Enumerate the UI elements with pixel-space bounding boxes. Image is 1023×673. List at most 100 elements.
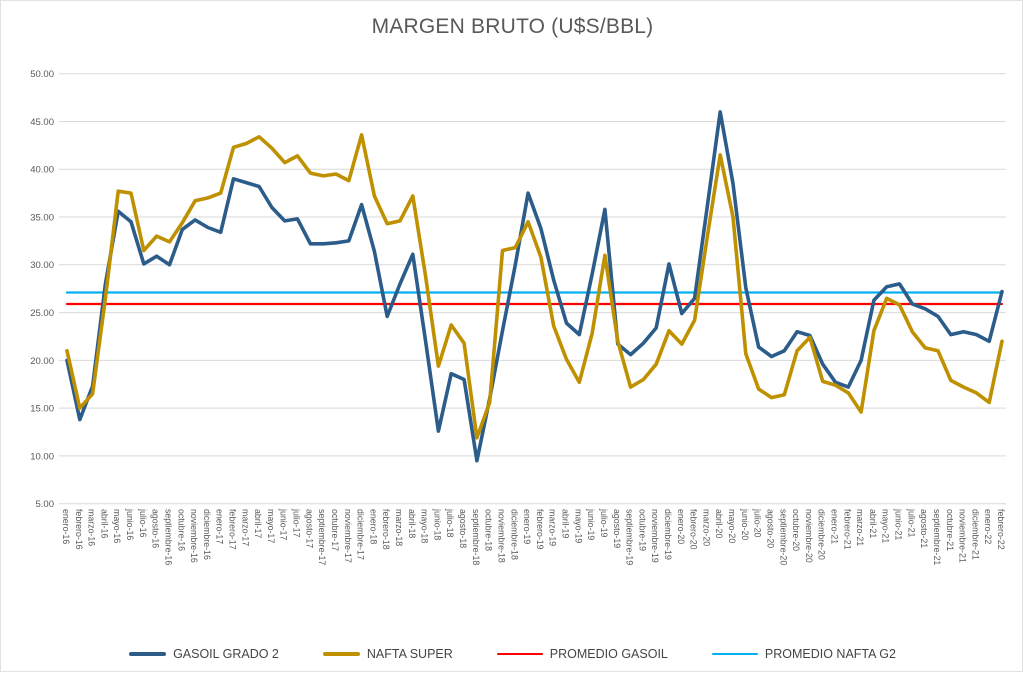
svg-text:agosto-17: agosto-17 bbox=[304, 509, 314, 548]
svg-text:marzo-18: marzo-18 bbox=[394, 509, 404, 546]
svg-text:20.00: 20.00 bbox=[30, 356, 54, 367]
svg-text:marzo-16: marzo-16 bbox=[87, 509, 97, 546]
svg-text:septiembre-16: septiembre-16 bbox=[163, 509, 173, 565]
svg-text:febrero-16: febrero-16 bbox=[74, 509, 84, 550]
svg-text:julio-21: julio-21 bbox=[906, 508, 916, 537]
svg-text:junio-16: junio-16 bbox=[125, 508, 135, 540]
x-axis-tick-labels: enero-16 febrero-16 marzo-16 abril-16 mayo-1… bbox=[61, 508, 1006, 565]
svg-text:enero-21: enero-21 bbox=[829, 509, 839, 544]
legend-item-promedio-gasoil[interactable]: PROMEDIO GASOIL bbox=[496, 647, 668, 661]
legend-item-gasoil-grado-2[interactable]: GASOIL GRADO 2 bbox=[129, 647, 279, 661]
promedio-nafta-g2-line-swatch bbox=[711, 652, 758, 656]
svg-text:marzo-21: marzo-21 bbox=[855, 509, 865, 546]
legend-label: NAFTA SUPER bbox=[366, 647, 453, 661]
svg-text:diciembre-17: diciembre-17 bbox=[356, 509, 366, 560]
svg-text:julio-18: julio-18 bbox=[445, 508, 455, 537]
legend-label: PROMEDIO GASOIL bbox=[549, 647, 668, 661]
svg-text:mayo-19: mayo-19 bbox=[573, 509, 583, 543]
series-line-gasoil-grado-2 bbox=[65, 110, 1004, 463]
svg-text:diciembre-21: diciembre-21 bbox=[970, 509, 980, 560]
svg-text:julio-17: julio-17 bbox=[292, 508, 302, 537]
legend-label: GASOIL GRADO 2 bbox=[173, 647, 279, 661]
svg-text:marzo-20: marzo-20 bbox=[701, 509, 711, 546]
svg-text:octubre-16: octubre-16 bbox=[176, 509, 186, 551]
svg-text:mayo-20: mayo-20 bbox=[727, 509, 737, 543]
svg-text:diciembre-16: diciembre-16 bbox=[202, 509, 212, 560]
svg-text:10.00: 10.00 bbox=[30, 451, 54, 462]
legend-item-nafta-super[interactable]: NAFTA SUPER bbox=[322, 647, 453, 661]
svg-text:25.00: 25.00 bbox=[30, 308, 54, 319]
legend: GASOIL GRADO 2 NAFTA SUPER PROMEDIO GASO… bbox=[1, 647, 1023, 661]
svg-text:septiembre-21: septiembre-21 bbox=[932, 509, 942, 565]
svg-text:septiembre-17: septiembre-17 bbox=[317, 509, 327, 565]
svg-text:enero-17: enero-17 bbox=[215, 509, 225, 544]
svg-text:junio-21: junio-21 bbox=[894, 508, 904, 540]
svg-text:5.00: 5.00 bbox=[36, 499, 55, 510]
svg-text:30.00: 30.00 bbox=[30, 260, 54, 271]
svg-text:febrero-21: febrero-21 bbox=[842, 509, 852, 550]
svg-text:50.00: 50.00 bbox=[30, 69, 54, 80]
svg-text:marzo-19: marzo-19 bbox=[548, 509, 558, 546]
svg-text:mayo-21: mayo-21 bbox=[881, 509, 891, 543]
legend-item-promedio-nafta-g2[interactable]: PROMEDIO NAFTA G2 bbox=[711, 647, 896, 661]
svg-text:abril-16: abril-16 bbox=[99, 509, 109, 538]
svg-text:diciembre-20: diciembre-20 bbox=[817, 509, 827, 560]
svg-text:abril-18: abril-18 bbox=[407, 509, 417, 538]
svg-text:noviembre-19: noviembre-19 bbox=[650, 509, 660, 563]
svg-text:noviembre-20: noviembre-20 bbox=[804, 509, 814, 563]
svg-text:40.00: 40.00 bbox=[30, 165, 54, 176]
series-line-nafta-super bbox=[65, 133, 1004, 440]
svg-text:enero-18: enero-18 bbox=[368, 509, 378, 544]
svg-text:abril-17: abril-17 bbox=[253, 509, 263, 538]
svg-text:junio-20: junio-20 bbox=[740, 508, 750, 540]
svg-text:noviembre-17: noviembre-17 bbox=[343, 509, 353, 563]
svg-text:enero-20: enero-20 bbox=[676, 509, 686, 544]
svg-text:agosto-18: agosto-18 bbox=[458, 509, 468, 548]
svg-text:mayo-17: mayo-17 bbox=[266, 509, 276, 543]
svg-text:agosto-19: agosto-19 bbox=[612, 509, 622, 548]
svg-text:junio-19: junio-19 bbox=[586, 508, 596, 540]
svg-text:mayo-18: mayo-18 bbox=[420, 509, 430, 543]
svg-text:octubre-21: octubre-21 bbox=[945, 509, 955, 551]
svg-text:julio-16: julio-16 bbox=[138, 508, 148, 537]
svg-text:abril-20: abril-20 bbox=[714, 509, 724, 538]
legend-label: PROMEDIO NAFTA G2 bbox=[764, 647, 896, 661]
nafta-super-line-swatch bbox=[322, 651, 360, 657]
svg-text:octubre-17: octubre-17 bbox=[330, 509, 340, 551]
svg-text:octubre-19: octubre-19 bbox=[637, 509, 647, 551]
svg-text:diciembre-19: diciembre-19 bbox=[663, 509, 673, 560]
svg-text:agosto-16: agosto-16 bbox=[151, 509, 161, 548]
svg-text:febrero-20: febrero-20 bbox=[689, 509, 699, 550]
svg-text:noviembre-21: noviembre-21 bbox=[958, 509, 968, 563]
svg-text:abril-21: abril-21 bbox=[868, 509, 878, 538]
svg-text:mayo-16: mayo-16 bbox=[112, 509, 122, 543]
svg-text:octubre-20: octubre-20 bbox=[791, 509, 801, 551]
svg-text:enero-16: enero-16 bbox=[61, 509, 71, 544]
svg-text:febrero-17: febrero-17 bbox=[228, 509, 238, 550]
svg-text:febrero-18: febrero-18 bbox=[381, 509, 391, 550]
chart-title[interactable]: MARGEN BRUTO (U$S/BBL) bbox=[371, 15, 654, 38]
y-axis-tick-labels: 5.00 10.00 15.00 20.00 25.00 30.00 35.00 40.00 4… bbox=[30, 69, 54, 510]
svg-text:noviembre-16: noviembre-16 bbox=[189, 509, 199, 563]
svg-text:agosto-21: agosto-21 bbox=[919, 509, 929, 548]
svg-text:enero-22: enero-22 bbox=[983, 509, 993, 544]
svg-text:enero-19: enero-19 bbox=[522, 509, 532, 544]
gridlines bbox=[59, 73, 1006, 505]
gasoil-grado-2-line-swatch bbox=[129, 651, 167, 657]
svg-text:febrero-19: febrero-19 bbox=[535, 509, 545, 550]
svg-text:diciembre-18: diciembre-18 bbox=[509, 509, 519, 560]
svg-text:noviembre-18: noviembre-18 bbox=[496, 509, 506, 563]
svg-text:julio-20: julio-20 bbox=[753, 508, 763, 537]
svg-text:septiembre-19: septiembre-19 bbox=[625, 509, 635, 565]
svg-text:junio-17: junio-17 bbox=[279, 508, 289, 540]
svg-text:junio-18: junio-18 bbox=[432, 508, 442, 540]
svg-text:septiembre-20: septiembre-20 bbox=[778, 509, 788, 565]
svg-text:45.00: 45.00 bbox=[30, 117, 54, 128]
promedio-gasoil-line-swatch bbox=[496, 652, 543, 656]
svg-text:octubre-18: octubre-18 bbox=[484, 509, 494, 551]
svg-text:septiembre-18: septiembre-18 bbox=[471, 509, 481, 565]
svg-text:35.00: 35.00 bbox=[30, 212, 54, 223]
svg-text:febrero-22: febrero-22 bbox=[996, 509, 1006, 550]
